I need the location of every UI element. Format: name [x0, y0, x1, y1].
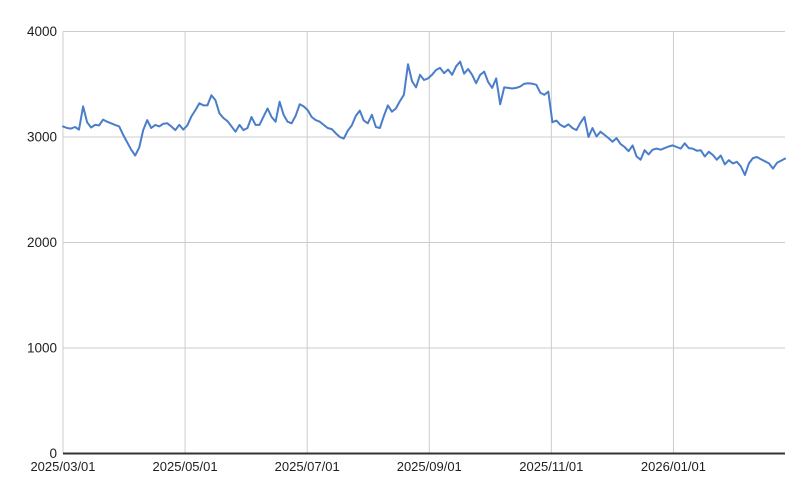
- y-tick-label: 1000: [27, 341, 57, 356]
- y-tick-label: 0: [49, 446, 57, 461]
- y-tick-label: 4000: [27, 24, 57, 39]
- x-tick-label: 2025/07/01: [275, 459, 340, 474]
- x-tick-label: 2025/11/01: [519, 459, 583, 474]
- x-tick-label: 2025/09/01: [397, 459, 462, 474]
- x-tick-label: 2025/03/01: [30, 459, 95, 474]
- y-tick-label: 3000: [27, 130, 57, 145]
- series-line: [62, 60, 786, 176]
- x-tick-label: 2025/05/01: [153, 459, 218, 474]
- x-tick-label: 2026/01/01: [641, 459, 706, 474]
- y-tick-label: 2000: [27, 235, 57, 250]
